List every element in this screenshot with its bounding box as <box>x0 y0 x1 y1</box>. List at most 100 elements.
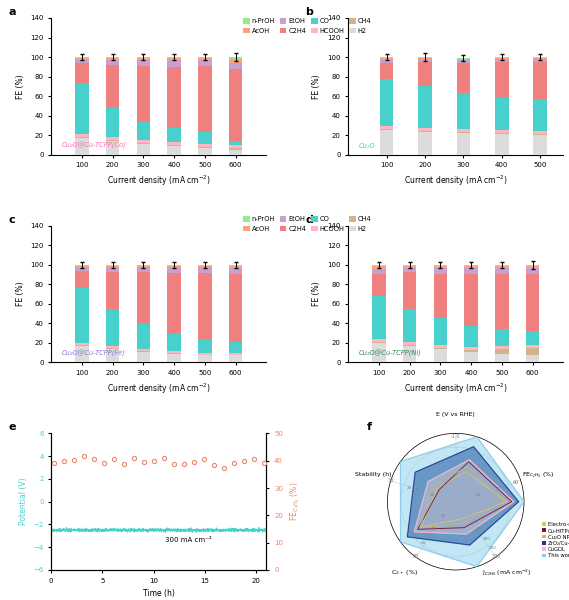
Bar <box>75 266 89 271</box>
Bar <box>495 266 509 268</box>
Bar <box>380 130 393 155</box>
Bar <box>434 274 447 319</box>
Bar <box>464 347 478 350</box>
Bar <box>495 130 509 133</box>
Bar <box>403 268 417 272</box>
Bar <box>464 268 478 274</box>
Bar <box>534 58 547 59</box>
Bar <box>167 57 181 58</box>
Text: 150: 150 <box>476 527 484 532</box>
Bar <box>534 57 547 58</box>
Bar <box>457 133 470 155</box>
Bar <box>495 349 509 353</box>
X-axis label: Time (h): Time (h) <box>143 589 175 598</box>
Bar <box>75 57 89 58</box>
Bar <box>167 350 181 353</box>
Bar <box>526 268 539 274</box>
Bar <box>380 60 393 63</box>
Text: 60: 60 <box>420 541 426 545</box>
Bar <box>75 271 89 288</box>
Bar <box>106 349 119 362</box>
Text: 40: 40 <box>496 487 501 491</box>
Bar <box>495 62 509 98</box>
Bar <box>526 266 539 268</box>
Bar <box>464 274 478 326</box>
Text: e: e <box>8 422 16 433</box>
Bar <box>464 350 478 352</box>
Bar <box>137 352 150 362</box>
Bar <box>434 347 447 349</box>
Bar <box>418 62 432 86</box>
Bar <box>464 326 478 347</box>
Bar <box>137 266 150 272</box>
Bar <box>106 266 119 272</box>
Bar <box>137 122 150 140</box>
Bar <box>229 148 242 150</box>
Bar <box>457 63 470 93</box>
Bar <box>75 134 89 137</box>
Bar <box>495 268 509 274</box>
Bar <box>198 266 212 272</box>
Text: 40: 40 <box>431 527 436 532</box>
Bar <box>229 266 242 268</box>
Bar <box>495 353 509 362</box>
Text: 250: 250 <box>489 546 497 550</box>
Y-axis label: FE (%): FE (%) <box>15 74 24 98</box>
Bar <box>418 131 432 132</box>
Bar <box>534 59 547 62</box>
Bar <box>106 58 119 60</box>
Bar <box>198 272 212 339</box>
Bar <box>526 345 539 347</box>
Bar <box>198 355 212 362</box>
Polygon shape <box>420 467 504 528</box>
Text: b: b <box>305 7 313 17</box>
Bar <box>372 339 386 342</box>
Bar <box>457 129 470 132</box>
Bar <box>75 83 89 134</box>
Y-axis label: FE (%): FE (%) <box>312 281 321 307</box>
Bar <box>167 353 181 362</box>
Bar <box>198 353 212 355</box>
Bar <box>229 265 242 266</box>
Bar <box>418 128 432 131</box>
Bar <box>495 57 509 58</box>
Bar <box>434 265 447 266</box>
Bar <box>106 108 119 137</box>
Polygon shape <box>418 461 512 529</box>
Bar <box>137 272 150 324</box>
Bar <box>534 134 547 135</box>
Bar <box>457 58 470 59</box>
Text: Cu₂O@Cu-TCPP(Co): Cu₂O@Cu-TCPP(Co) <box>62 142 126 149</box>
Text: 60: 60 <box>512 480 518 485</box>
Text: 20: 20 <box>407 485 412 490</box>
Bar <box>380 127 393 129</box>
Text: 20: 20 <box>440 514 446 518</box>
Bar <box>495 329 509 346</box>
X-axis label: Current density (mA cm$^{-2}$): Current density (mA cm$^{-2}$) <box>404 382 508 396</box>
Bar <box>380 58 393 60</box>
Bar <box>167 146 181 155</box>
Bar <box>372 274 386 296</box>
Bar <box>229 57 242 59</box>
Bar <box>106 140 119 141</box>
Bar <box>457 60 470 63</box>
Text: a: a <box>8 7 16 17</box>
Bar <box>75 60 89 63</box>
Bar <box>75 138 89 155</box>
Bar <box>198 57 212 58</box>
Bar <box>229 141 242 145</box>
Bar <box>137 144 150 155</box>
Bar <box>495 59 509 62</box>
Y-axis label: FE$_{C_2H_4}$ (%): FE$_{C_2H_4}$ (%) <box>288 482 302 521</box>
Legend: Electro-redeposited Cu, Cu-HITP@PDA, Cu₂O NP/C, ZrO₂/Cu-Cu₂O, CuGDL, This work: Electro-redeposited Cu, Cu-HITP@PDA, Cu₂… <box>540 520 569 560</box>
Polygon shape <box>401 437 524 566</box>
Bar <box>229 268 242 274</box>
Bar <box>380 129 393 130</box>
Bar <box>167 266 181 272</box>
Bar <box>106 141 119 155</box>
Legend: n-PrOH, AcOH, EtOH, C2H4, CO, HCOOH, CH4, H2: n-PrOH, AcOH, EtOH, C2H4, CO, HCOOH, CH4… <box>243 19 372 34</box>
Bar <box>534 99 547 131</box>
Bar <box>75 288 89 343</box>
Text: 300: 300 <box>491 554 501 559</box>
Bar <box>75 63 89 83</box>
